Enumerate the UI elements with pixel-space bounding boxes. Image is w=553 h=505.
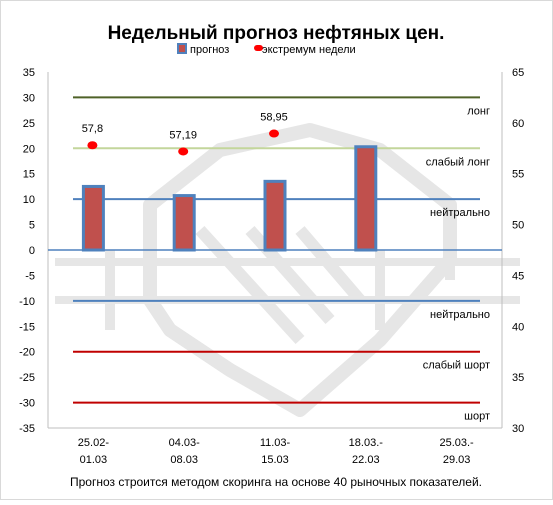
- category-label: 25.02-: [78, 437, 110, 449]
- right-axis-tick-label: 30: [512, 423, 524, 435]
- left-axis-tick-label: 25: [23, 118, 35, 130]
- category-label: 01.03: [80, 454, 108, 466]
- extremum-points: 57,8 57,19 58,95: [82, 112, 288, 156]
- legend-bar-swatch: [177, 43, 187, 54]
- chart-title: Недельный прогноз нефтяных цен.: [108, 23, 445, 44]
- extremum-data-label: 57,19: [169, 129, 197, 141]
- forecast-bar: [354, 145, 378, 252]
- forecast-bar: [81, 184, 105, 252]
- category-label: 25.03.-: [439, 437, 474, 449]
- left-axis-ticks: 35 30 25 20 15 10 5 0 -5 -10 -15 -20 -25 -30 -35: [19, 67, 35, 435]
- left-axis-tick-label: 35: [23, 67, 35, 79]
- extremum-data-label: 57,8: [82, 123, 103, 135]
- right-axis-tick-label: 50: [512, 220, 524, 232]
- category-label: 18.03.-: [349, 437, 384, 449]
- category-label: 11.03-: [260, 437, 291, 449]
- reference-line-label: слабый лонг: [426, 156, 490, 168]
- left-axis-tick-label: -5: [25, 270, 35, 282]
- footnote: Прогноз строится методом скоринга на осн…: [70, 475, 482, 489]
- right-axis-tick-label: 40: [512, 321, 524, 333]
- left-axis-tick-label: -15: [19, 321, 35, 333]
- left-axis-tick-label: -25: [19, 372, 35, 384]
- forecast-bars: [81, 145, 378, 252]
- left-axis-tick-label: -10: [19, 296, 35, 308]
- reference-line-label: шорт: [464, 411, 490, 423]
- category-label: 08.03: [170, 454, 198, 466]
- forecast-bar: [172, 194, 196, 252]
- extremum-point: [178, 147, 189, 156]
- legend-point-swatch: [254, 45, 263, 51]
- left-axis-tick-label: -30: [19, 398, 35, 410]
- legend-bar-label: прогноз: [190, 44, 229, 56]
- left-axis-tick-label: 30: [23, 92, 35, 104]
- left-axis-tick-label: -35: [19, 423, 35, 435]
- forecast-bar: [263, 179, 287, 252]
- right-axis-tick-label: 65: [512, 67, 524, 79]
- reference-line-label: нейтрально: [430, 309, 490, 321]
- right-axis-tick-label: 60: [512, 118, 524, 130]
- category-label: 29.03: [443, 454, 471, 466]
- category-labels: 25.02- 01.03 04.03- 08.03 11.03- 15.03 18.03.-…: [78, 437, 474, 466]
- legend-point-label: экстремум недели: [262, 44, 356, 56]
- left-axis-tick-label: 15: [23, 169, 35, 181]
- reference-line-label: слабый шорт: [423, 360, 490, 372]
- right-axis-tick-label: 45: [512, 270, 524, 282]
- right-axis-tick-label: 35: [512, 372, 524, 384]
- extremum-data-label: 58,95: [260, 112, 288, 124]
- left-axis-tick-label: 5: [29, 220, 35, 232]
- left-axis-tick-label: 0: [29, 245, 35, 257]
- extremum-point: [269, 129, 279, 138]
- right-axis-tick-label: 55: [512, 169, 524, 181]
- reference-line-label: нейтрально: [430, 207, 490, 219]
- left-axis-tick-label: 20: [23, 143, 35, 155]
- right-axis-ticks: 65 60 55 50 45 40 35 30: [512, 67, 524, 435]
- left-axis-tick-label: -20: [19, 347, 35, 359]
- category-label: 15.03: [261, 454, 289, 466]
- category-label: 04.03-: [169, 437, 201, 449]
- extremum-point: [87, 141, 98, 150]
- left-axis-tick-label: 10: [23, 194, 35, 206]
- legend: прогноз экстремум недели: [177, 43, 356, 56]
- category-label: 22.03: [352, 454, 380, 466]
- reference-line-label: лонг: [467, 105, 490, 117]
